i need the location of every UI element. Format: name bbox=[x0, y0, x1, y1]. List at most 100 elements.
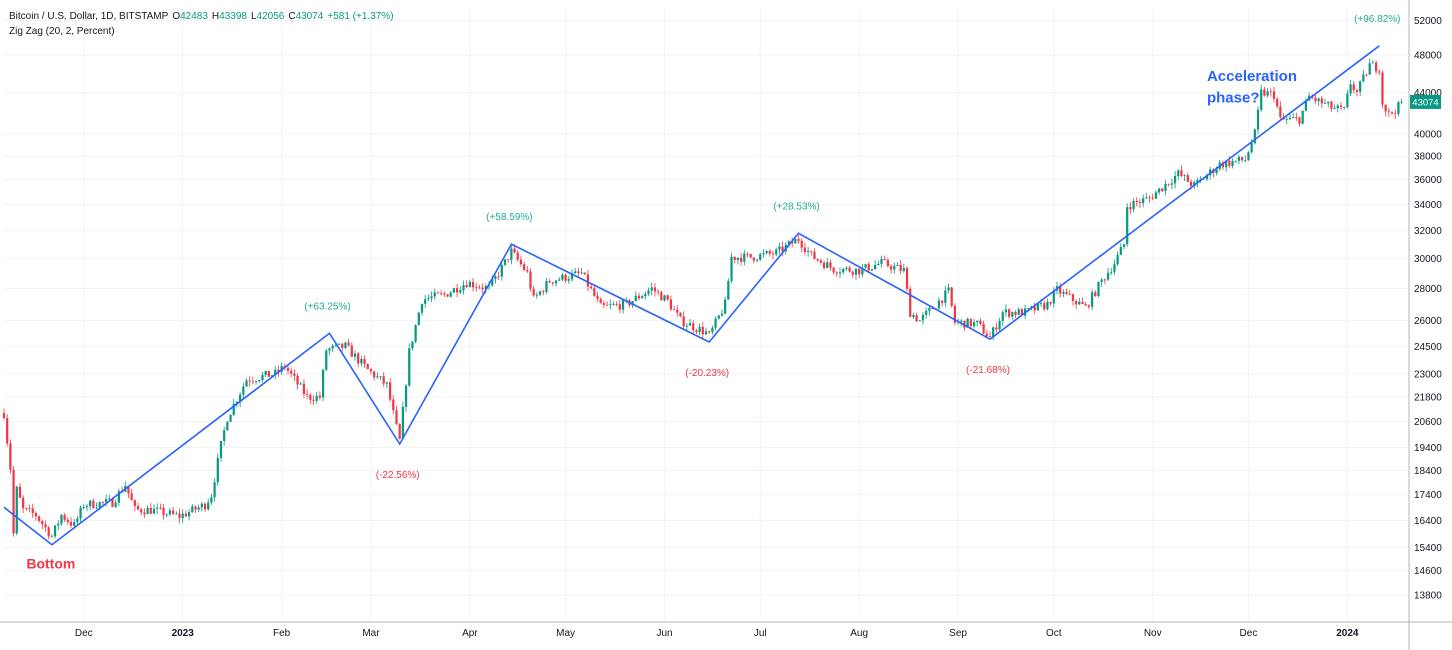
x-tick-label: May bbox=[556, 628, 575, 639]
candle-body bbox=[516, 252, 519, 260]
candle-body bbox=[191, 506, 194, 513]
candle-body bbox=[1059, 286, 1062, 294]
candle-body bbox=[1027, 308, 1030, 309]
close-label: C bbox=[288, 11, 295, 22]
candle-body bbox=[373, 371, 376, 378]
candle-body bbox=[1014, 312, 1017, 315]
candle-body bbox=[1237, 156, 1240, 161]
candle-body bbox=[133, 500, 136, 507]
candle-body bbox=[1330, 101, 1333, 109]
candle-body bbox=[909, 288, 912, 318]
candle-body bbox=[503, 259, 507, 265]
candle-body bbox=[519, 259, 523, 265]
candle-body bbox=[248, 380, 251, 382]
candle-body bbox=[637, 295, 641, 299]
candle-body bbox=[60, 514, 63, 524]
candle-body bbox=[899, 264, 902, 271]
candle-body bbox=[657, 291, 660, 293]
close-value: 43074 bbox=[296, 11, 324, 22]
candle-body bbox=[698, 326, 701, 332]
candle-body bbox=[219, 440, 223, 458]
candle-body bbox=[1097, 281, 1100, 296]
candle-body bbox=[1244, 160, 1247, 161]
candle-body bbox=[1263, 89, 1266, 96]
candle-body bbox=[669, 299, 673, 310]
candle-body bbox=[404, 385, 408, 407]
y-tick-label: 20600 bbox=[1414, 417, 1442, 428]
candle-body bbox=[223, 430, 226, 441]
candle-body bbox=[1253, 129, 1256, 144]
candle-body bbox=[1314, 97, 1317, 102]
candle-body bbox=[1170, 183, 1173, 185]
candle-body bbox=[408, 348, 411, 386]
candle-body bbox=[692, 323, 695, 331]
candle-body bbox=[277, 369, 280, 372]
candle-body bbox=[376, 376, 379, 378]
zigzag-peak-label: (+96.82%) bbox=[1354, 14, 1400, 25]
candle-body bbox=[810, 251, 813, 252]
zigzag-trough-label: (-21.68%) bbox=[966, 365, 1010, 376]
candle-body bbox=[1355, 90, 1359, 92]
candle-body bbox=[1116, 254, 1119, 265]
candle-body bbox=[1113, 264, 1116, 272]
candle-body bbox=[95, 507, 98, 509]
candle-body bbox=[791, 241, 794, 244]
candle-body bbox=[1304, 100, 1308, 111]
candle-body bbox=[296, 375, 299, 385]
candle-body bbox=[1177, 170, 1180, 176]
candle-body bbox=[941, 300, 944, 303]
candle-body bbox=[1285, 118, 1288, 120]
candle-body bbox=[918, 320, 921, 322]
candle-body bbox=[1094, 292, 1097, 296]
candle-body bbox=[417, 312, 420, 326]
candle-body bbox=[229, 414, 232, 422]
candle-body bbox=[1292, 117, 1295, 118]
candle-body bbox=[928, 307, 931, 311]
candle-body bbox=[1110, 271, 1113, 273]
candle-body bbox=[1276, 98, 1279, 107]
candle-body bbox=[379, 376, 382, 378]
candle-body bbox=[867, 264, 870, 271]
candle-body bbox=[82, 507, 85, 508]
candle-body bbox=[146, 507, 149, 515]
candle-body bbox=[813, 251, 816, 259]
candle-body bbox=[1142, 198, 1145, 204]
candle-body bbox=[864, 264, 867, 268]
candle-body bbox=[631, 301, 634, 306]
candle-body bbox=[108, 498, 111, 500]
annotations: Bottom Acceleration phase? bbox=[26, 68, 1297, 571]
candle-body bbox=[261, 374, 264, 381]
candle-body bbox=[1161, 188, 1164, 192]
candle-body bbox=[1234, 160, 1237, 162]
candle-body bbox=[267, 370, 270, 377]
candle-body bbox=[1394, 113, 1397, 115]
chart-header: Bitcoin / U.S. Dollar, 1D, BITSTAMP O4248… bbox=[9, 11, 394, 37]
candle-body bbox=[344, 342, 347, 348]
candle-body bbox=[976, 320, 979, 323]
candle-body bbox=[1049, 301, 1052, 304]
zigzag-peak-label: (+28.53%) bbox=[773, 201, 819, 212]
candle-body bbox=[676, 309, 679, 313]
y-tick-label: 17400 bbox=[1414, 490, 1442, 501]
candle-body bbox=[1378, 71, 1381, 73]
candle-body bbox=[1209, 169, 1212, 176]
candle-body bbox=[1298, 117, 1301, 124]
candle-body bbox=[200, 503, 203, 508]
candle-body bbox=[337, 343, 341, 345]
candle-body bbox=[385, 382, 389, 384]
candle-body bbox=[258, 380, 261, 382]
y-tick-label: 19400 bbox=[1414, 443, 1442, 454]
candle-body bbox=[226, 421, 229, 431]
candle-body bbox=[398, 424, 401, 439]
candle-body bbox=[937, 300, 941, 309]
x-tick-label: Sep bbox=[949, 628, 967, 639]
candle-body bbox=[1183, 175, 1186, 176]
y-tick-label: 14600 bbox=[1414, 566, 1442, 577]
candle-body bbox=[165, 514, 168, 516]
candle-body bbox=[602, 303, 606, 305]
candle-body bbox=[497, 276, 500, 278]
candle-body bbox=[816, 258, 819, 261]
candle-body bbox=[889, 266, 893, 270]
candle-body bbox=[1390, 112, 1394, 114]
